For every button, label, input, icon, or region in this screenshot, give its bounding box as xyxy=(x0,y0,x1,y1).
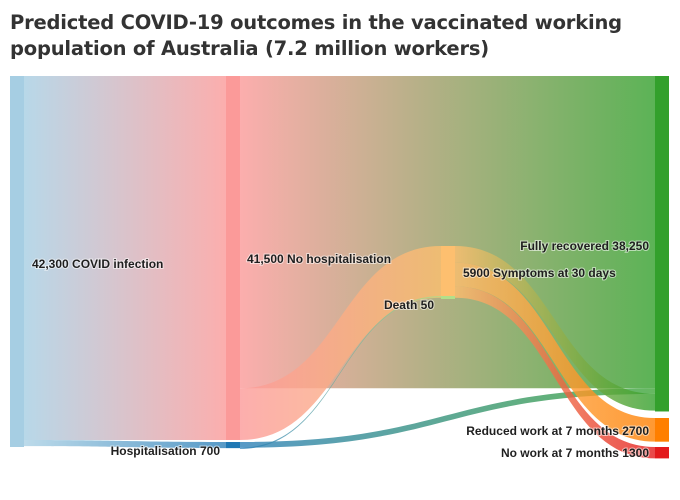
nodes-layer xyxy=(10,76,669,459)
node-label-infection: 42,300 COVID infection xyxy=(32,257,163,271)
node-hosp[interactable] xyxy=(226,442,240,449)
link-symptoms-to-nowork[interactable] xyxy=(455,286,655,459)
node-label-hospitalisation: Hospitalisation 700 xyxy=(111,444,221,458)
node-label-reduced-work: Reduced work at 7 months 2700 xyxy=(466,424,649,438)
node-label-no-hospitalisation: 41,500 No hospitalisation xyxy=(247,252,391,266)
node-label-fully-recovered: Fully recovered 38,250 xyxy=(520,239,649,253)
link-infection-to-no_hosp[interactable] xyxy=(24,76,226,440)
node-symptoms[interactable] xyxy=(441,246,455,298)
node-label-death: Death 50 xyxy=(384,298,434,312)
links-layer xyxy=(24,76,655,459)
link-hosp-to-death[interactable] xyxy=(240,296,441,449)
node-infection[interactable] xyxy=(10,76,24,447)
node-label-symptoms: 5900 Symptoms at 30 days xyxy=(463,266,616,280)
node-no_hosp[interactable] xyxy=(226,76,240,440)
node-reduced[interactable] xyxy=(655,418,669,442)
labels-layer: 42,300 COVID infection 41,500 No hospita… xyxy=(31,238,650,461)
link-symptoms-to-reduced[interactable] xyxy=(455,262,655,442)
node-recovered[interactable] xyxy=(655,76,669,412)
link-symptoms-to-recovered[interactable] xyxy=(455,246,655,411)
link-hosp-to-recovered[interactable] xyxy=(240,388,655,448)
node-death[interactable] xyxy=(441,296,455,299)
node-label-no-work: No work at 7 months 1300 xyxy=(501,446,649,460)
chart-title: Predicted COVID-19 outcomes in the vacci… xyxy=(10,11,622,60)
node-nowork[interactable] xyxy=(655,447,669,459)
link-infection-to-hosp[interactable] xyxy=(24,439,226,449)
link-no_hosp-to-recovered[interactable] xyxy=(240,76,655,389)
link-no_hosp-to-symptoms[interactable] xyxy=(240,246,441,440)
